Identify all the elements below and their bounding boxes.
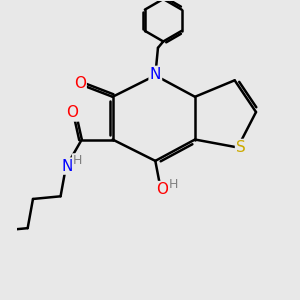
Text: N: N	[61, 159, 73, 174]
Text: O: O	[156, 182, 168, 197]
Text: H: H	[73, 154, 82, 167]
Text: O: O	[74, 76, 86, 91]
Text: N: N	[150, 67, 161, 82]
Text: H: H	[169, 178, 178, 191]
Text: O: O	[66, 106, 78, 121]
Text: S: S	[236, 140, 246, 155]
